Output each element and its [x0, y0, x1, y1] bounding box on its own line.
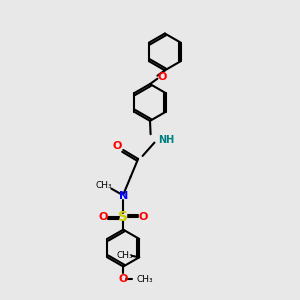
- Text: S: S: [118, 210, 128, 224]
- Text: O: O: [112, 141, 122, 152]
- Text: O: O: [118, 274, 128, 284]
- Text: O: O: [157, 72, 167, 82]
- Text: O: O: [139, 212, 148, 222]
- Text: CH₃: CH₃: [136, 275, 153, 284]
- Text: N: N: [118, 191, 128, 201]
- Text: O: O: [98, 212, 108, 222]
- Text: CH₃: CH₃: [96, 181, 112, 190]
- Text: CH₃: CH₃: [117, 251, 133, 260]
- Text: NH: NH: [158, 135, 175, 145]
